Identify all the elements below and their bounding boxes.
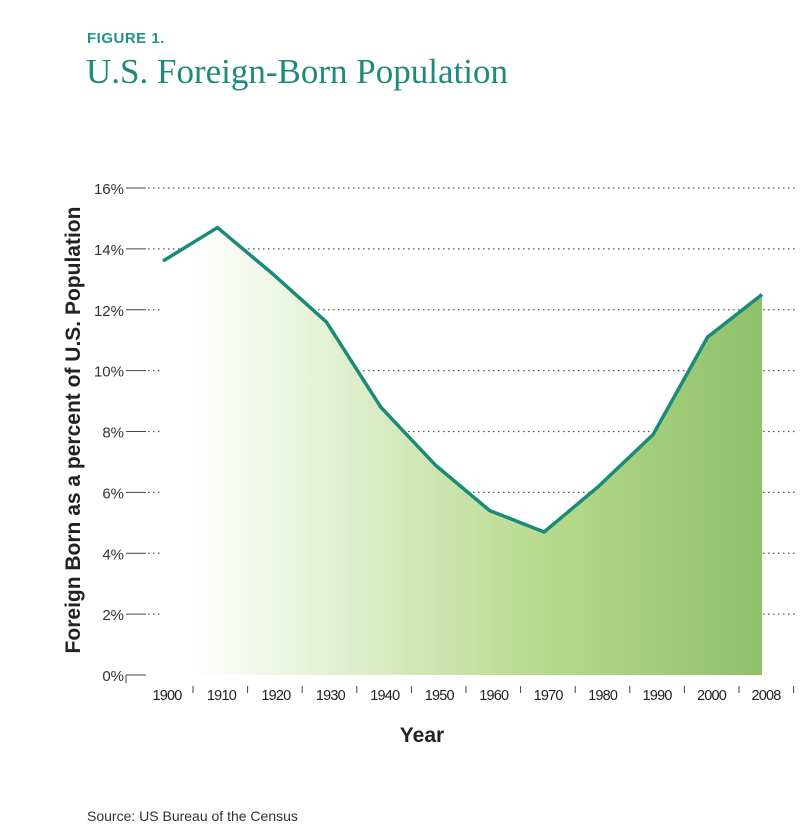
x-tick-label: 1910: [207, 688, 237, 704]
y-tick-label: 16%: [94, 181, 124, 198]
x-tick-label: 1900: [152, 688, 182, 704]
x-tick-label: 1980: [588, 688, 618, 704]
chart-title: U.S. Foreign-Born Population: [86, 52, 508, 91]
x-tick-label: 2000: [697, 688, 727, 704]
y-tick-label: 2%: [102, 607, 124, 624]
series-line: [162, 225, 764, 534]
y-tick-label: 4%: [102, 546, 124, 563]
y-tick-label: 12%: [94, 303, 124, 320]
y-tick-label: 8%: [102, 425, 124, 442]
x-tick-label: 1950: [425, 688, 455, 704]
chart: 0% 2% 4% 6% 8% 10% 12% 14% 16% 1900 1910 1920 1930 19…: [62, 181, 795, 747]
figure-label: FIGURE 1.: [87, 30, 165, 47]
x-tick-label: 1990: [643, 688, 673, 704]
x-tick-label: 1970: [534, 688, 564, 704]
source-note: Source: US Bureau of the Census: [87, 808, 298, 824]
x-tick-label: 1920: [261, 688, 291, 704]
y-axis-label: Foreign Born as a percent of U.S. Popula…: [62, 207, 85, 654]
x-tick-label: 1960: [479, 688, 509, 704]
y-tick-label: 6%: [102, 485, 124, 502]
x-tick-label: 2008: [751, 688, 781, 704]
y-tick-label: 14%: [94, 242, 124, 259]
y-tick-label: 0%: [102, 668, 124, 685]
area-fill: [163, 227, 762, 675]
x-tick-label: 1940: [370, 688, 400, 704]
y-tick-label: 10%: [94, 364, 124, 381]
x-tick-label: 1930: [316, 688, 346, 704]
x-axis-label: Year: [400, 724, 444, 747]
